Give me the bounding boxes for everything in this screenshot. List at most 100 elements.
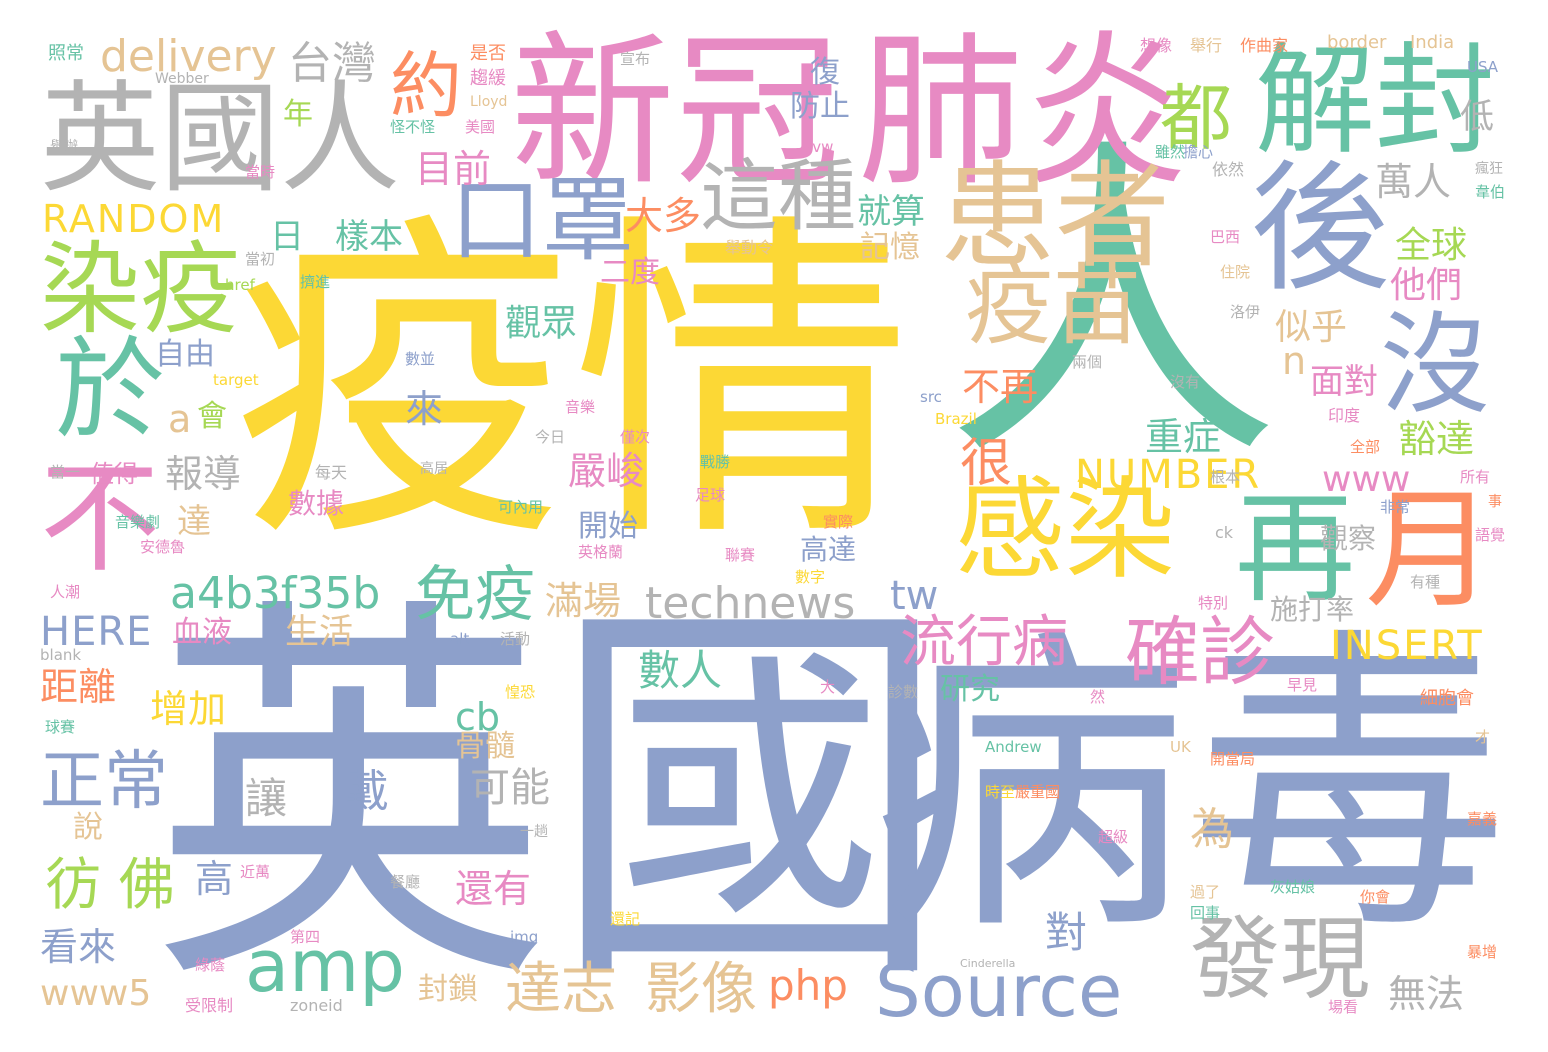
- word-xueye: 血液: [172, 615, 232, 650]
- word-huiguniang: 灰姑娘: [1270, 878, 1316, 896]
- word-canting: 餐廳: [390, 873, 421, 891]
- word-di: 低: [1460, 97, 1494, 137]
- word-yingguoren: 英國人: [40, 70, 400, 209]
- word-dui: 對: [1045, 908, 1088, 957]
- word-yue2: 約: [390, 44, 463, 128]
- word-dangshi: 當時: [245, 163, 276, 181]
- word-delivery: delivery: [100, 31, 277, 82]
- word-haiji: 還記: [610, 910, 641, 928]
- word-judongling: 舉動令: [725, 238, 774, 257]
- word-shuju: 數據: [288, 487, 345, 520]
- word-mianyi: 免疫: [415, 560, 535, 630]
- word-kanlai: 看來: [40, 925, 117, 969]
- word-gaoju: 高居: [420, 461, 448, 477]
- word-baxi: 巴西: [1210, 228, 1241, 246]
- word-hen: 很: [960, 434, 1013, 494]
- word-juxing: 舉行: [1190, 36, 1223, 55]
- word-ran: 然: [1090, 688, 1106, 706]
- word-jinci: 僅次: [620, 428, 651, 446]
- word-renchao: 人潮: [50, 583, 81, 601]
- word-dangchu: 當初: [245, 250, 276, 268]
- word-fu: 復: [810, 55, 840, 90]
- word-zengjia: 增加: [150, 687, 227, 731]
- word-zai: 再: [1235, 480, 1355, 619]
- word-number: NUMBER: [1075, 452, 1262, 498]
- word-taiwan: 台灣: [288, 38, 376, 89]
- word-tebie: 特別: [1198, 594, 1229, 612]
- word-yimiao: 疫苗: [965, 254, 1142, 357]
- word-a4b3f35b: a4b3f35b: [170, 568, 381, 619]
- word-miandui: 面對: [1310, 362, 1378, 402]
- word-feiyan: 肺炎: [858, 16, 1188, 208]
- word-meiyou: 沒有: [1170, 373, 1201, 391]
- word-www5: www5: [40, 973, 152, 1014]
- word-yindu: 印度: [1328, 406, 1361, 425]
- word-blank: blank: [40, 646, 82, 664]
- word-luoyi: 洛伊: [1230, 303, 1261, 321]
- word-hou: 後: [1250, 148, 1391, 311]
- word-dangyi: 當一: [50, 463, 81, 481]
- word-source: Source: [875, 949, 1123, 1033]
- word-huishi: 回事: [1190, 904, 1221, 922]
- word-bu: 不: [40, 450, 160, 589]
- word-shuo: 說: [73, 810, 103, 845]
- word-huoda: 豁達: [1398, 417, 1475, 461]
- word-xibaohui: 細胞會: [1420, 688, 1474, 709]
- word-yanjun: 嚴峻: [568, 449, 645, 493]
- word-lloyd: Lloyd: [470, 94, 508, 110]
- word-wei: 為: [1190, 804, 1234, 855]
- word-meitian: 每天: [315, 463, 348, 482]
- word-ganran: 感染: [955, 466, 1175, 594]
- word-usa: USA: [1467, 58, 1499, 76]
- word-nihui: 你會: [1360, 888, 1391, 906]
- word-tw: tw: [890, 573, 939, 619]
- word-shiji: 實際: [823, 513, 854, 531]
- word-weibo: 韋伯: [1475, 183, 1506, 201]
- word-keneiyong: 可內用: [498, 498, 544, 516]
- word-haiyou: 還有: [455, 867, 532, 911]
- word-manchang: 滿場: [545, 579, 622, 623]
- word-shuren: 數人: [638, 646, 723, 695]
- word-fangfo: 彷 佛: [45, 853, 175, 918]
- word-yinggelan: 英格蘭: [578, 543, 624, 561]
- word-yinyue: 音樂: [565, 398, 596, 416]
- word-kouzhao: 口罩: [450, 167, 635, 274]
- word-shubing: 數並: [405, 350, 436, 368]
- word-yujue: 語覺: [1475, 526, 1506, 544]
- word-zuqiu: 足球: [695, 486, 726, 504]
- word-ranyi: 染疫: [40, 231, 240, 348]
- word-ziyou: 自由: [155, 337, 215, 372]
- word-zhuyuan: 住院: [1220, 263, 1251, 281]
- word-zhaochang: 照常: [48, 43, 84, 64]
- word-border: border: [1327, 32, 1387, 53]
- word-zhengchang: 正常: [40, 745, 168, 819]
- word-shuzi: 數字: [795, 568, 826, 586]
- word-quhuan: 趨緩: [470, 68, 506, 89]
- word-rang: 讓: [245, 774, 288, 823]
- word-sihu: 似乎: [1275, 307, 1348, 348]
- word-here: HERE: [40, 609, 153, 655]
- word-bingdu: 病毒: [872, 602, 1508, 972]
- word-mei: 沒: [1380, 301, 1490, 429]
- word-yangben: 樣本: [335, 217, 403, 257]
- word-shizhi: 時至: [985, 783, 1016, 801]
- word-huangkong: 惶恐: [505, 683, 536, 701]
- word-genben: 根本: [1210, 468, 1241, 486]
- word-andelu: 安德魯: [140, 538, 186, 556]
- word-random: RANDOM: [42, 197, 226, 241]
- word-gusui: 骨髓: [455, 729, 515, 764]
- word-cb: cb: [455, 695, 501, 739]
- word-fangzhi: 防止: [790, 89, 850, 124]
- word-shi: 事: [1488, 494, 1502, 510]
- word-yingguo: 英國: [150, 567, 950, 1032]
- word-ri: 日: [270, 217, 304, 257]
- word-lai: 來: [405, 387, 444, 431]
- word-faxian: 發現: [1190, 907, 1370, 1012]
- word-changkan: 場看: [1328, 998, 1359, 1016]
- word-shenghuo: 生活: [285, 612, 353, 652]
- word-india: India: [1410, 32, 1455, 53]
- word-ren: 人: [945, 112, 1280, 502]
- word-juli: 距離: [40, 665, 117, 709]
- word-da2: 大: [820, 678, 836, 696]
- word-dou: 都: [1160, 76, 1233, 160]
